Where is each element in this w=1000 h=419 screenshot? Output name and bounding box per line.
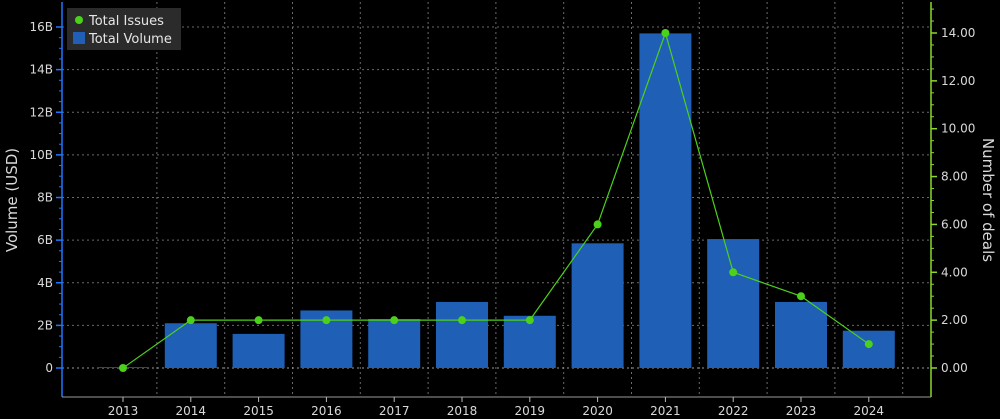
left-tick-label-0: 0 (45, 361, 53, 375)
bar-2021 (639, 33, 692, 369)
legend-label-total-volume: Total Volume (88, 32, 172, 47)
bar-2015 (232, 333, 285, 368)
line-series-total-issues (119, 29, 873, 372)
right-tick-label-6: 12.00 (941, 74, 975, 88)
x-tick-label-2017: 2017 (379, 404, 410, 418)
right-tick-label-4: 8.00 (941, 170, 968, 184)
series-line-total-issues (122, 31, 870, 369)
right-tick-label-5: 10.00 (941, 122, 975, 136)
right-axis: 0.00 2.00 4.00 6.00 8.00 10.00 12.00 14.00 (930, 2, 975, 397)
left-tick-label-6: 12B (29, 105, 53, 119)
left-tick-label-7: 14B (29, 63, 53, 77)
x-tick-label-2015: 2015 (243, 404, 274, 418)
left-tick-label-8: 16B (29, 20, 53, 34)
point-2024 (864, 340, 873, 349)
x-tick-label-2014: 2014 (176, 404, 207, 418)
bar-2018 (436, 301, 488, 368)
point-2020 (593, 220, 602, 229)
point-2018 (458, 316, 466, 325)
right-tick-label-7: 14.00 (941, 26, 975, 40)
x-axis: 2013 2014 2015 2016 2017 2018 2019 2020 2021 2022… (62, 396, 931, 418)
point-2015 (254, 316, 263, 325)
x-tick-label-2018: 2018 (447, 404, 478, 418)
x-tick-label-2023: 2023 (786, 404, 817, 418)
left-tick-label-3: 6B (37, 233, 53, 247)
bar-2020 (571, 243, 624, 368)
left-tick-label-4: 8B (37, 191, 53, 205)
left-axis: 0 2B 4B 6B 8B 10B 12B 14B 16B (29, 2, 63, 397)
legend-marker-total-issues (75, 16, 83, 24)
point-2013 (119, 364, 127, 372)
right-tick-label-3: 6.00 (941, 217, 968, 231)
bar-2017 (368, 318, 421, 368)
legend: Total Issues Total Volume (67, 8, 181, 50)
legend-box (67, 8, 181, 50)
legend-label-total-issues: Total Issues (88, 14, 164, 29)
point-2019 (525, 316, 534, 325)
left-tick-label-1: 2B (37, 318, 53, 332)
bar-2024 (842, 330, 895, 368)
right-tick-label-0: 0.00 (941, 361, 968, 375)
x-tick-label-2024: 2024 (854, 404, 885, 418)
left-tick-label-2: 4B (37, 276, 53, 290)
bar-2014 (164, 323, 217, 368)
x-tick-label-2022: 2022 (718, 404, 749, 418)
point-2022 (729, 268, 738, 277)
point-2023 (797, 292, 805, 301)
point-2021 (661, 29, 670, 37)
point-2017 (390, 316, 399, 325)
right-axis-title: Number of deals (979, 138, 997, 262)
x-tick-label-2016: 2016 (311, 404, 342, 418)
bar-series-total-volume (97, 33, 895, 369)
x-tick-label-2021: 2021 (650, 404, 681, 418)
x-tick-label-2013: 2013 (108, 404, 139, 418)
point-2014 (186, 316, 195, 325)
point-2016 (322, 316, 331, 325)
right-tick-label-1: 2.00 (941, 313, 968, 327)
x-tick-label-2019: 2019 (515, 404, 546, 418)
bar-2022 (707, 239, 760, 368)
left-axis-title: Volume (USD) (3, 148, 21, 252)
bar-2023 (775, 301, 827, 368)
bar-2019 (503, 315, 556, 368)
x-tick-label-2020: 2020 (582, 404, 613, 418)
legend-marker-total-volume (73, 32, 85, 44)
left-tick-label-5: 10B (29, 148, 53, 162)
right-tick-label-2: 4.00 (941, 265, 968, 279)
grid (62, 2, 931, 397)
